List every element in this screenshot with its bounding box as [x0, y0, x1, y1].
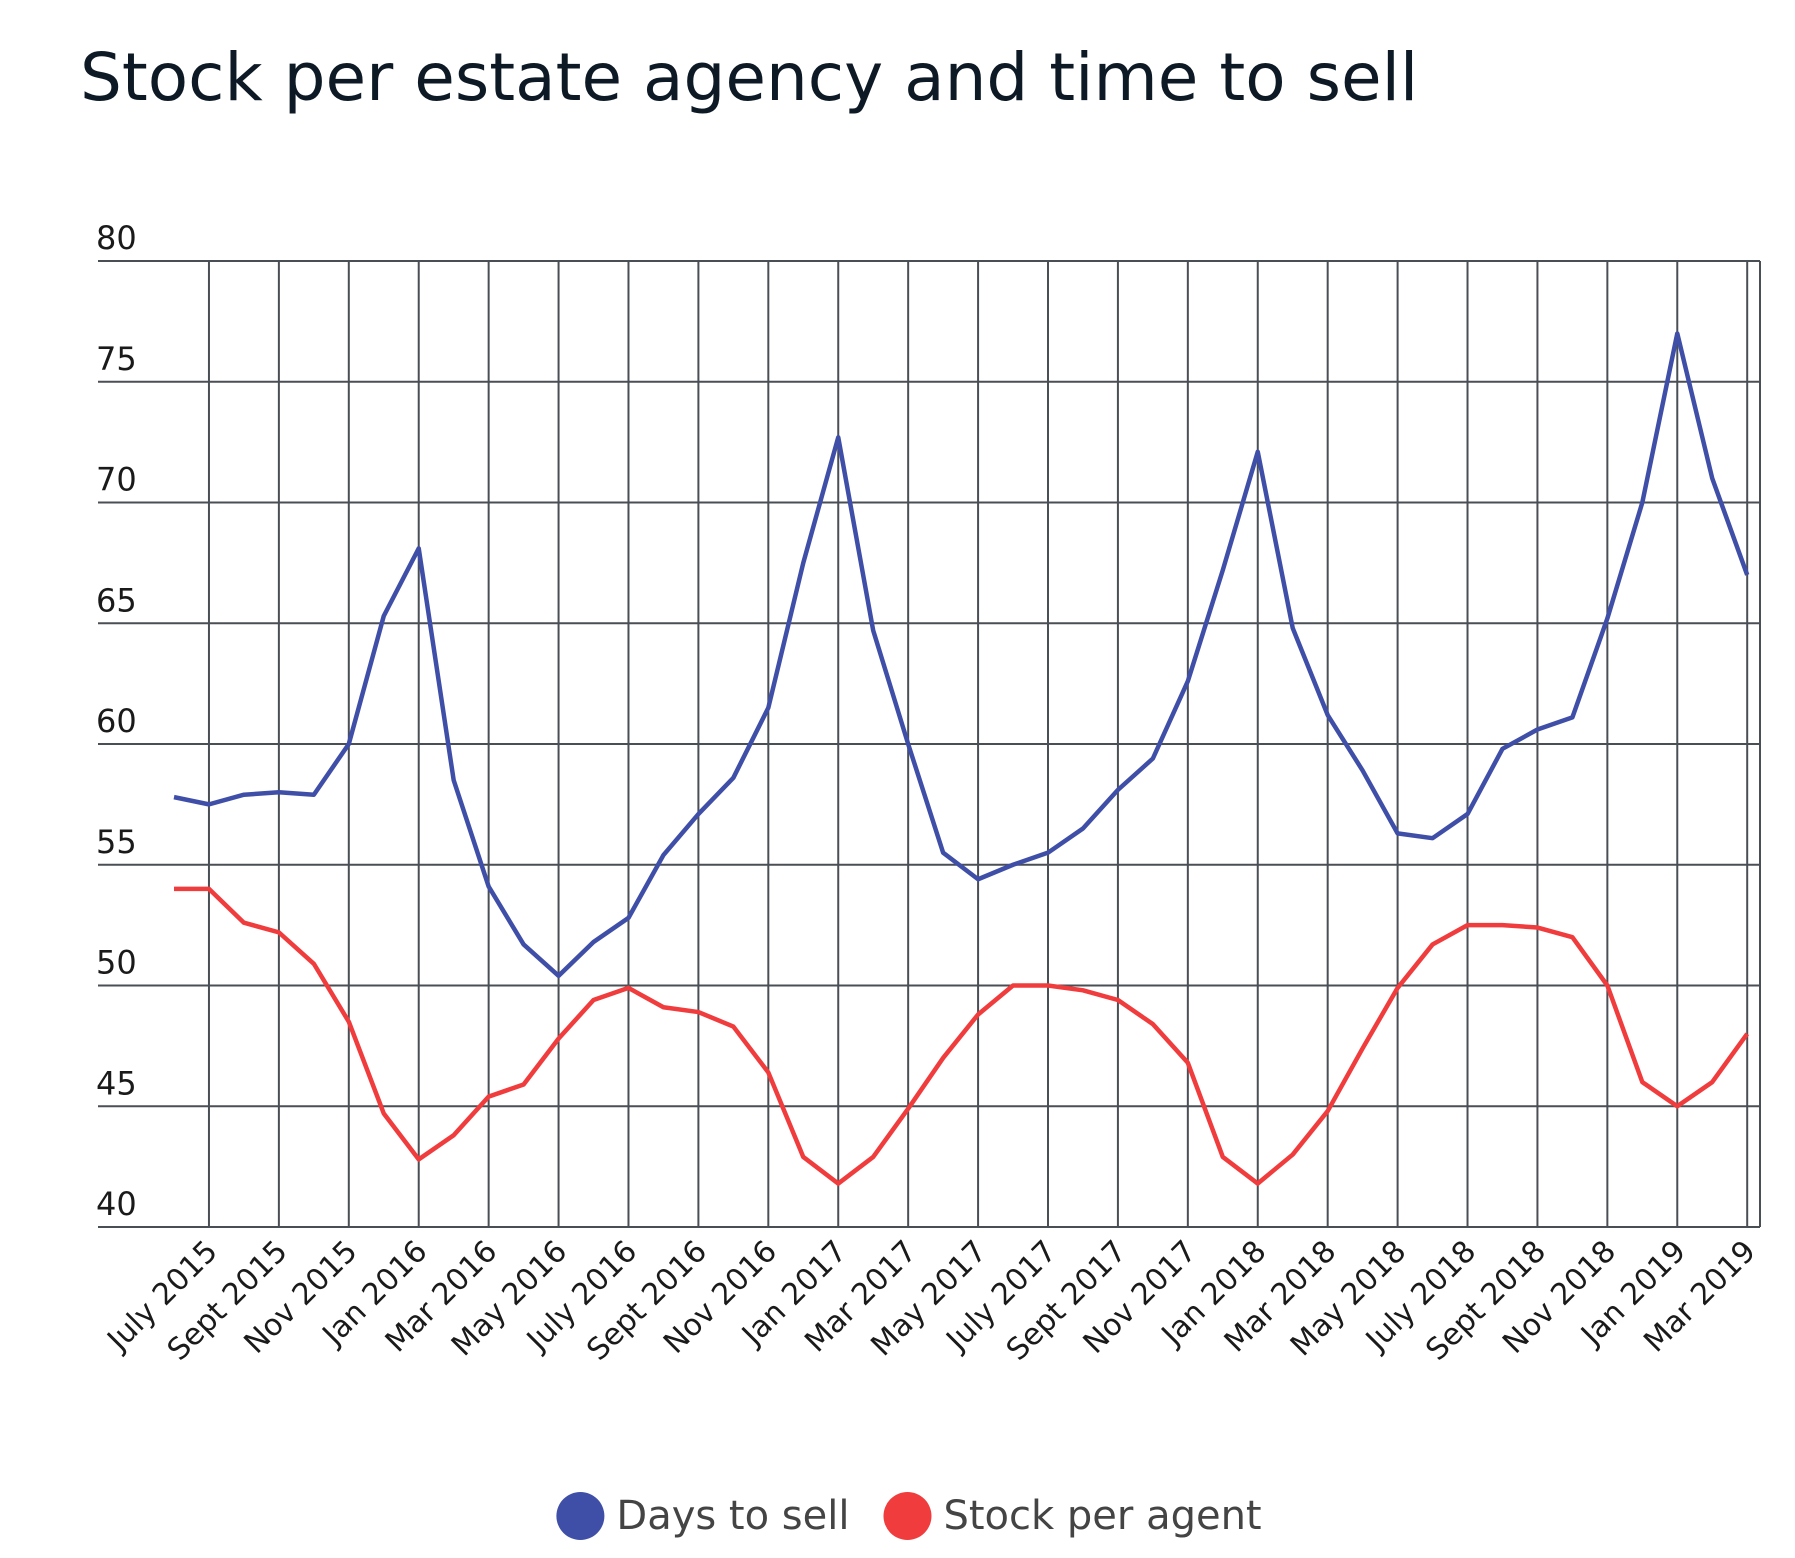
y-tick-label: 75	[96, 340, 137, 378]
legend-marker	[556, 1492, 605, 1540]
legend-label: Stock per agent	[943, 1493, 1261, 1539]
line-series	[173, 331, 1750, 979]
legend-label: Days to sell	[616, 1493, 849, 1539]
legend: Days to sell Stock per agent	[556, 1492, 1262, 1540]
legend-marker	[883, 1492, 932, 1540]
y-tick-label: 60	[96, 702, 137, 740]
y-tick-label: 70	[96, 461, 137, 499]
y-tick-label: 45	[96, 1064, 137, 1102]
y-tick-label: 50	[96, 944, 137, 982]
y-tick-label: 80	[96, 219, 137, 257]
chart-title: Stock per estate agency and time to sell	[80, 39, 1418, 116]
y-tick-label: 55	[96, 823, 137, 861]
line-series	[174, 886, 1750, 1186]
y-tick-label: 40	[96, 1185, 137, 1223]
y-tick-label: 65	[96, 581, 137, 619]
